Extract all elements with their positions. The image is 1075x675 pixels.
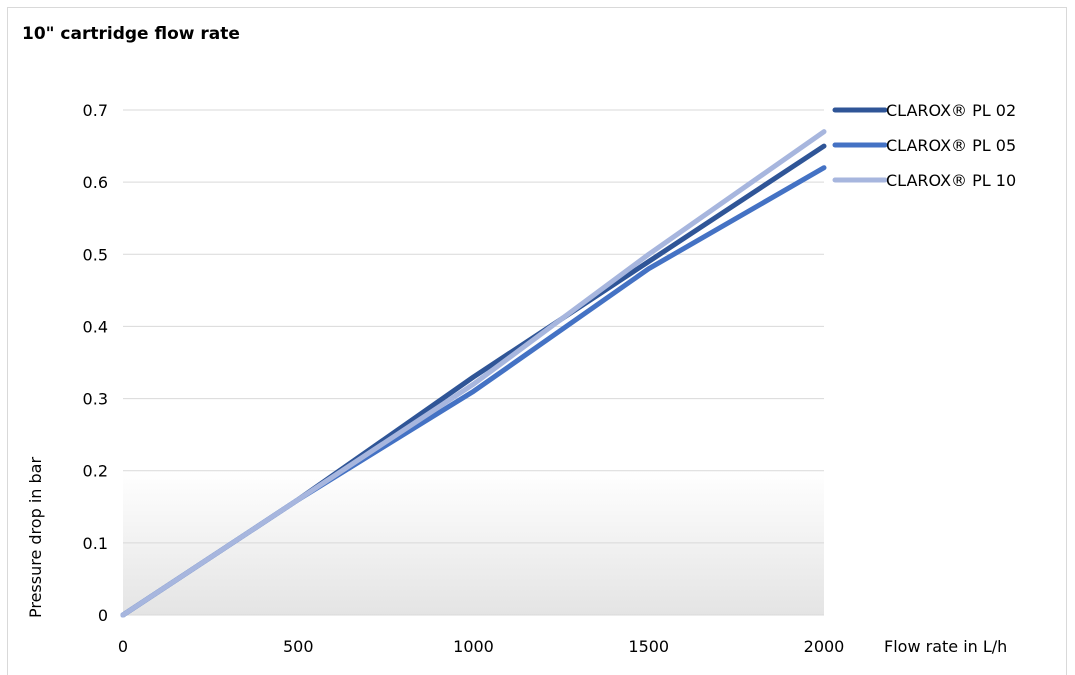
legend-label: CLAROX® PL 05 [886,136,1016,155]
y-tick-label: 0.1 [83,534,108,553]
y-tick-label: 0.7 [83,101,108,120]
y-tick-label: 0.3 [83,390,108,409]
legend-label: CLAROX® PL 02 [886,101,1016,120]
x-tick-label: 1000 [453,637,494,656]
x-axis-label: Flow rate in L/h [884,637,1007,656]
x-tick-label: 500 [283,637,314,656]
x-tick-label: 2000 [804,637,845,656]
x-tick-label: 1500 [628,637,669,656]
y-tick-label: 0.4 [83,317,108,336]
legend-label: CLAROX® PL 10 [886,171,1016,190]
y-tick-label: 0.5 [83,245,108,264]
chart-frame [7,7,1067,675]
y-tick-label: 0 [98,606,108,625]
chart-title: 10" cartridge flow rate [22,24,240,44]
x-tick-label: 0 [118,637,128,656]
y-tick-label: 0.2 [83,462,108,481]
y-tick-label: 0.6 [83,173,108,192]
series-line-3 [120,129,827,618]
y-axis-label: Pressure drop in bar [26,457,45,618]
